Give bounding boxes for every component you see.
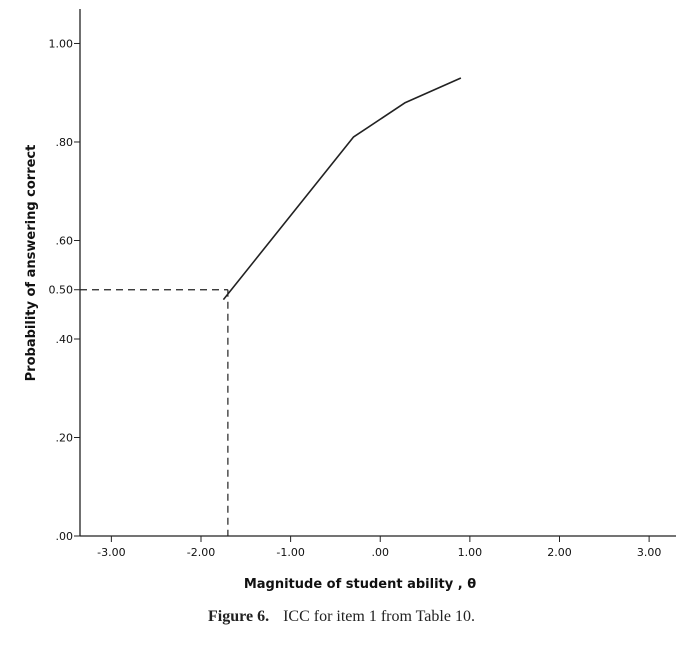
y-tick-label: .60 — [56, 234, 74, 247]
x-tick-label: 2.00 — [547, 546, 572, 559]
icc-chart: .00 .20 .40 0.50 .60 .80 1.00 -3.00 -2.00 -1.00 .0… — [24, 9, 676, 592]
figure-caption: Figure 6. ICC for item 1 from Table 10. — [0, 608, 683, 626]
x-tick-label: 3.00 — [637, 546, 662, 559]
y-axis-title: Probability of answering correct — [24, 145, 39, 382]
figure-label: Figure 6. — [208, 608, 270, 625]
y-tick-label: 0.50 — [49, 284, 74, 297]
x-tick-label: 1.00 — [458, 546, 483, 559]
x-tick-label: -1.00 — [276, 546, 304, 559]
y-tick-label: .80 — [56, 136, 74, 149]
icc-series-line — [222, 77, 462, 301]
plot-area: .00 .20 .40 0.50 .60 .80 1.00 -3.00 -2.00 -1.00 .0… — [49, 9, 676, 559]
x-tick-label: -3.00 — [97, 546, 125, 559]
y-tick-label: .40 — [56, 333, 74, 346]
x-axis-title: Magnitude of student ability , θ — [244, 577, 476, 592]
y-tick-label: .00 — [56, 530, 74, 543]
y-tick-label: 1.00 — [49, 37, 74, 50]
y-tick-label: .20 — [56, 431, 74, 444]
figure-caption-text: ICC for item 1 from Table 10. — [283, 608, 475, 625]
x-tick-label: .00 — [371, 546, 389, 559]
x-tick-label: -2.00 — [187, 546, 215, 559]
